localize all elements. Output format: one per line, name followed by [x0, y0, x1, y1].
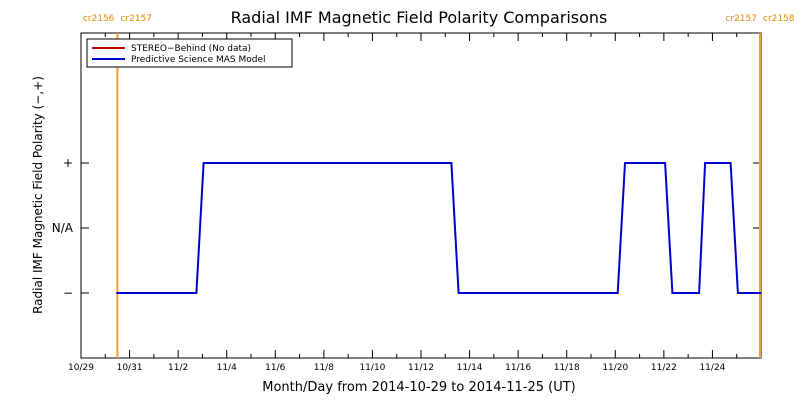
- x-tick-label: 11/10: [359, 363, 385, 373]
- legend-box: [86, 38, 293, 68]
- x-axis-label: Month/Day from 2014-10-29 to 2014-11-25 …: [262, 380, 575, 395]
- x-tick-label: 11/4: [217, 363, 237, 373]
- legend-entry-label: STEREO−Behind (No data): [131, 44, 251, 54]
- x-tick-label: 11/8: [314, 363, 334, 373]
- y-tick-label: +: [63, 156, 73, 170]
- y-tick-label: N/A: [52, 221, 74, 235]
- x-tick-label: 11/20: [602, 363, 628, 373]
- series-line: [116, 162, 761, 294]
- carrington-label-right: cr2157: [120, 14, 152, 24]
- x-tick-label: 11/2: [168, 363, 188, 373]
- carrington-label-right: cr2158: [763, 14, 795, 24]
- x-tick-label: 10/31: [117, 363, 143, 373]
- y-tick-label: −: [63, 286, 73, 300]
- x-tick-label: 10/29: [68, 363, 94, 373]
- carrington-label-left: cr2157: [725, 14, 757, 24]
- x-tick-label: 11/14: [457, 363, 483, 373]
- y-axis-label: Radial IMF Magnetic Field Polarity (−,+): [31, 76, 45, 314]
- x-tick-label: 11/12: [408, 363, 434, 373]
- carrington-label-left: cr2156: [83, 14, 115, 24]
- x-tick-label: 11/6: [265, 363, 285, 373]
- plot-area: 10/29 10/31 11/2 11/4 11/6 11/8 11/10 11/12 11/1…: [52, 14, 795, 373]
- legend-entry-label: Predictive Science MAS Model: [131, 55, 266, 65]
- x-tick-label: 11/16: [505, 363, 531, 373]
- x-tick-label: 11/22: [651, 363, 677, 373]
- plot-frame: [80, 32, 762, 359]
- chart-title: Radial IMF Magnetic Field Polarity Compa…: [231, 8, 608, 27]
- x-tick-label: 11/18: [554, 363, 580, 373]
- x-tick-label: 11/24: [699, 363, 725, 373]
